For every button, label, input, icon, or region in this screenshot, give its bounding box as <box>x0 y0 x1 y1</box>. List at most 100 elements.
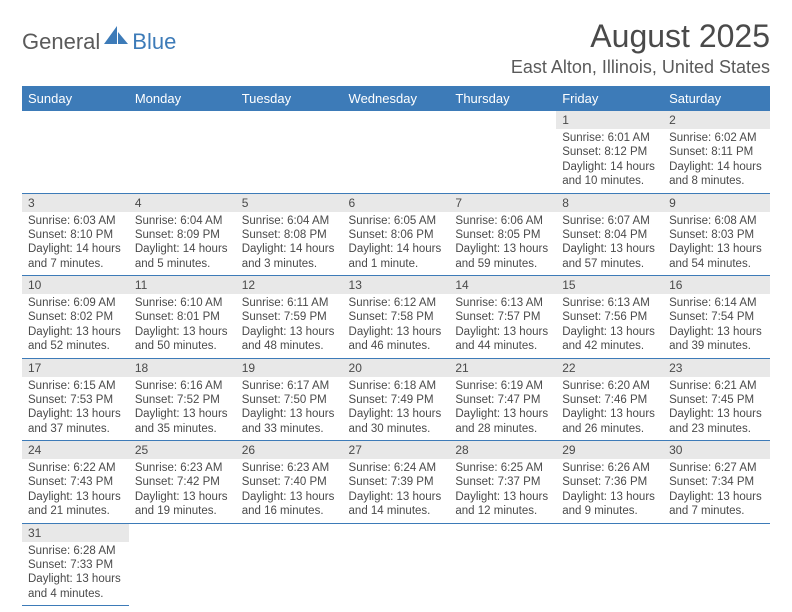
sunrise-line: Sunrise: 6:14 AM <box>669 296 764 310</box>
sunrise-line: Sunrise: 6:20 AM <box>562 379 657 393</box>
sunrise-line: Sunrise: 6:11 AM <box>242 296 337 310</box>
daylight-line-2: and 12 minutes. <box>455 504 550 518</box>
sunrise-line: Sunrise: 6:01 AM <box>562 131 657 145</box>
sunset-line: Sunset: 7:53 PM <box>28 393 123 407</box>
sunset-line: Sunset: 7:58 PM <box>349 310 444 324</box>
daylight-line-1: Daylight: 13 hours <box>28 572 123 586</box>
calendar-cell: 29Sunrise: 6:26 AMSunset: 7:36 PMDayligh… <box>556 441 663 524</box>
daylight-line-2: and 9 minutes. <box>562 504 657 518</box>
sunrise-line: Sunrise: 6:09 AM <box>28 296 123 310</box>
sunrise-line: Sunrise: 6:26 AM <box>562 461 657 475</box>
day-number: 6 <box>343 194 450 212</box>
sunrise-line: Sunrise: 6:25 AM <box>455 461 550 475</box>
daylight-line-1: Daylight: 13 hours <box>135 407 230 421</box>
daylight-line-1: Daylight: 13 hours <box>135 490 230 504</box>
sunset-line: Sunset: 8:05 PM <box>455 228 550 242</box>
sunrise-line: Sunrise: 6:23 AM <box>242 461 337 475</box>
day-number: 1 <box>556 111 663 129</box>
day-details: Sunrise: 6:11 AMSunset: 7:59 PMDaylight:… <box>236 294 343 358</box>
day-details: Sunrise: 6:23 AMSunset: 7:40 PMDaylight:… <box>236 459 343 523</box>
daylight-line-2: and 8 minutes. <box>669 174 764 188</box>
sunset-line: Sunset: 7:59 PM <box>242 310 337 324</box>
daylight-line-1: Daylight: 13 hours <box>455 407 550 421</box>
calendar-cell: 2Sunrise: 6:02 AMSunset: 8:11 PMDaylight… <box>663 111 770 193</box>
day-number: 18 <box>129 359 236 377</box>
calendar-cell: 16Sunrise: 6:14 AMSunset: 7:54 PMDayligh… <box>663 276 770 359</box>
daylight-line-1: Daylight: 13 hours <box>562 407 657 421</box>
sunrise-line: Sunrise: 6:13 AM <box>562 296 657 310</box>
day-details: Sunrise: 6:06 AMSunset: 8:05 PMDaylight:… <box>449 212 556 276</box>
sunrise-line: Sunrise: 6:07 AM <box>562 214 657 228</box>
calendar-cell: 28Sunrise: 6:25 AMSunset: 7:37 PMDayligh… <box>449 441 556 524</box>
calendar-cell-empty <box>556 523 663 606</box>
calendar-row: 10Sunrise: 6:09 AMSunset: 8:02 PMDayligh… <box>22 276 770 359</box>
sunrise-line: Sunrise: 6:03 AM <box>28 214 123 228</box>
day-number: 26 <box>236 441 343 459</box>
calendar-cell: 3Sunrise: 6:03 AMSunset: 8:10 PMDaylight… <box>22 193 129 276</box>
sunset-line: Sunset: 7:50 PM <box>242 393 337 407</box>
day-details: Sunrise: 6:09 AMSunset: 8:02 PMDaylight:… <box>22 294 129 358</box>
day-number: 24 <box>22 441 129 459</box>
sunrise-line: Sunrise: 6:12 AM <box>349 296 444 310</box>
daylight-line-2: and 1 minute. <box>349 257 444 271</box>
location-text: East Alton, Illinois, United States <box>511 57 770 78</box>
sunset-line: Sunset: 7:40 PM <box>242 475 337 489</box>
daylight-line-2: and 21 minutes. <box>28 504 123 518</box>
day-number: 30 <box>663 441 770 459</box>
daylight-line-1: Daylight: 13 hours <box>669 325 764 339</box>
sunset-line: Sunset: 7:45 PM <box>669 393 764 407</box>
day-details: Sunrise: 6:04 AMSunset: 8:08 PMDaylight:… <box>236 212 343 276</box>
day-details: Sunrise: 6:13 AMSunset: 7:57 PMDaylight:… <box>449 294 556 358</box>
day-details: Sunrise: 6:14 AMSunset: 7:54 PMDaylight:… <box>663 294 770 358</box>
day-number: 25 <box>129 441 236 459</box>
daylight-line-1: Daylight: 14 hours <box>562 160 657 174</box>
day-details: Sunrise: 6:20 AMSunset: 7:46 PMDaylight:… <box>556 377 663 441</box>
daylight-line-2: and 50 minutes. <box>135 339 230 353</box>
calendar-cell: 15Sunrise: 6:13 AMSunset: 7:56 PMDayligh… <box>556 276 663 359</box>
sunrise-line: Sunrise: 6:22 AM <box>28 461 123 475</box>
daylight-line-2: and 14 minutes. <box>349 504 444 518</box>
daylight-line-1: Daylight: 13 hours <box>455 242 550 256</box>
sunrise-line: Sunrise: 6:16 AM <box>135 379 230 393</box>
calendar-cell: 30Sunrise: 6:27 AMSunset: 7:34 PMDayligh… <box>663 441 770 524</box>
day-header: Thursday <box>449 86 556 111</box>
sunrise-line: Sunrise: 6:17 AM <box>242 379 337 393</box>
sunrise-line: Sunrise: 6:19 AM <box>455 379 550 393</box>
day-header-row: SundayMondayTuesdayWednesdayThursdayFrid… <box>22 86 770 111</box>
day-number: 3 <box>22 194 129 212</box>
day-details: Sunrise: 6:16 AMSunset: 7:52 PMDaylight:… <box>129 377 236 441</box>
day-details: Sunrise: 6:21 AMSunset: 7:45 PMDaylight:… <box>663 377 770 441</box>
daylight-line-2: and 16 minutes. <box>242 504 337 518</box>
calendar-cell: 7Sunrise: 6:06 AMSunset: 8:05 PMDaylight… <box>449 193 556 276</box>
daylight-line-2: and 59 minutes. <box>455 257 550 271</box>
daylight-line-2: and 3 minutes. <box>242 257 337 271</box>
sunrise-line: Sunrise: 6:04 AM <box>135 214 230 228</box>
sunset-line: Sunset: 7:34 PM <box>669 475 764 489</box>
sunrise-line: Sunrise: 6:04 AM <box>242 214 337 228</box>
calendar-cell-empty <box>129 523 236 606</box>
day-header: Sunday <box>22 86 129 111</box>
calendar-row: 1Sunrise: 6:01 AMSunset: 8:12 PMDaylight… <box>22 111 770 193</box>
calendar-cell: 21Sunrise: 6:19 AMSunset: 7:47 PMDayligh… <box>449 358 556 441</box>
daylight-line-2: and 10 minutes. <box>562 174 657 188</box>
day-number: 31 <box>22 524 129 542</box>
sunset-line: Sunset: 7:39 PM <box>349 475 444 489</box>
day-number: 12 <box>236 276 343 294</box>
sunset-line: Sunset: 7:54 PM <box>669 310 764 324</box>
sunset-line: Sunset: 8:01 PM <box>135 310 230 324</box>
title-block: August 2025 East Alton, Illinois, United… <box>511 18 770 78</box>
day-details: Sunrise: 6:07 AMSunset: 8:04 PMDaylight:… <box>556 212 663 276</box>
daylight-line-1: Daylight: 13 hours <box>349 407 444 421</box>
daylight-line-2: and 54 minutes. <box>669 257 764 271</box>
calendar-cell: 5Sunrise: 6:04 AMSunset: 8:08 PMDaylight… <box>236 193 343 276</box>
daylight-line-1: Daylight: 13 hours <box>349 490 444 504</box>
daylight-line-1: Daylight: 13 hours <box>28 407 123 421</box>
day-details: Sunrise: 6:02 AMSunset: 8:11 PMDaylight:… <box>663 129 770 193</box>
daylight-line-2: and 33 minutes. <box>242 422 337 436</box>
sunrise-line: Sunrise: 6:06 AM <box>455 214 550 228</box>
logo-text-general: General <box>22 29 100 55</box>
calendar-cell-empty <box>449 111 556 193</box>
calendar-cell: 1Sunrise: 6:01 AMSunset: 8:12 PMDaylight… <box>556 111 663 193</box>
daylight-line-2: and 7 minutes. <box>28 257 123 271</box>
day-details: Sunrise: 6:19 AMSunset: 7:47 PMDaylight:… <box>449 377 556 441</box>
